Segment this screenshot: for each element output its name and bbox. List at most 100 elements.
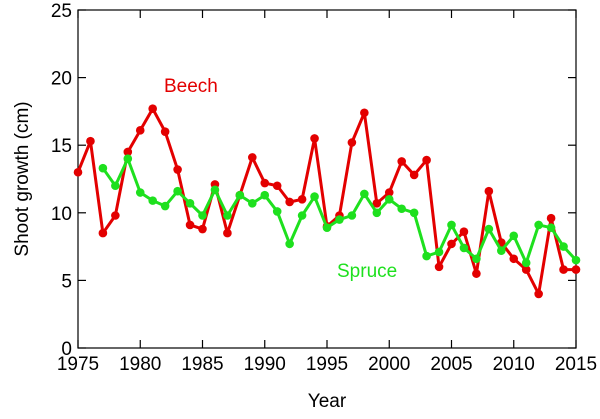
data-point-beech — [111, 211, 120, 220]
data-point-spruce — [148, 196, 157, 205]
data-point-beech — [472, 269, 481, 278]
data-point-beech — [160, 127, 170, 136]
x-axis-title: Year — [308, 391, 347, 412]
data-point-spruce — [297, 211, 307, 220]
data-point-spruce — [372, 208, 382, 218]
data-point-beech — [484, 186, 494, 196]
data-point-beech — [559, 265, 568, 274]
data-point-beech — [409, 170, 419, 180]
data-point-spruce — [384, 194, 394, 204]
data-point-beech — [509, 254, 519, 264]
data-point-spruce — [335, 215, 344, 224]
data-point-spruce — [98, 163, 108, 173]
y-tick-label: 10 — [51, 204, 72, 225]
data-point-spruce — [459, 243, 469, 253]
y-axis-title: Shoot growth (cm) — [12, 101, 33, 256]
y-tick-label: 15 — [51, 136, 72, 157]
data-point-spruce — [472, 254, 481, 264]
data-point-spruce — [310, 192, 319, 201]
data-point-beech — [310, 134, 319, 143]
data-point-beech — [459, 227, 469, 237]
data-point-beech — [434, 262, 444, 272]
y-tick-label: 0 — [61, 339, 72, 360]
data-point-spruce — [497, 246, 506, 255]
y-tick-label: 25 — [51, 1, 72, 22]
data-point-spruce — [447, 220, 456, 230]
data-point-beech — [198, 224, 207, 234]
data-point-spruce — [397, 204, 407, 214]
data-point-beech — [360, 108, 369, 118]
data-point-spruce — [509, 231, 519, 241]
data-point-beech — [422, 155, 431, 165]
data-point-beech — [260, 178, 270, 188]
x-tick-label: 2015 — [555, 354, 597, 375]
x-tick-label: 1995 — [306, 354, 348, 375]
data-point-spruce — [322, 223, 332, 232]
data-point-beech — [185, 220, 195, 230]
data-point-beech — [248, 153, 257, 162]
data-point-beech — [148, 104, 157, 113]
data-point-spruce — [347, 211, 357, 220]
data-point-beech — [272, 181, 282, 191]
data-point-beech — [384, 188, 394, 197]
x-tick-label: 1975 — [57, 354, 99, 375]
data-point-spruce — [422, 251, 431, 261]
data-point-spruce — [260, 190, 270, 200]
data-point-beech — [73, 167, 83, 177]
data-point-spruce — [160, 201, 170, 211]
data-point-beech — [285, 197, 294, 207]
data-point-spruce — [198, 211, 207, 220]
data-point-spruce — [484, 224, 494, 234]
series-spruce — [98, 154, 581, 268]
plot-frame — [77, 9, 577, 349]
data-point-spruce — [571, 255, 581, 265]
data-point-beech — [447, 239, 456, 249]
x-tick-label: 1985 — [181, 354, 223, 375]
data-point-spruce — [534, 220, 543, 230]
data-point-spruce — [223, 211, 232, 220]
data-point-beech — [98, 228, 108, 238]
data-point-spruce — [559, 242, 568, 251]
data-point-beech — [173, 165, 182, 174]
data-point-spruce — [248, 199, 257, 208]
data-point-spruce — [521, 258, 531, 268]
data-point-spruce — [123, 154, 133, 164]
data-point-beech — [534, 289, 543, 299]
data-point-spruce — [111, 181, 120, 191]
data-point-beech — [397, 157, 407, 166]
y-tick-label: 20 — [51, 69, 72, 90]
data-point-beech — [571, 265, 581, 274]
data-point-spruce — [173, 186, 182, 196]
x-tick-label: 2000 — [368, 354, 410, 375]
data-point-spruce — [285, 239, 294, 249]
data-point-beech — [546, 213, 556, 223]
data-point-beech — [86, 136, 95, 146]
data-point-spruce — [185, 199, 195, 208]
data-point-beech — [135, 126, 145, 135]
x-tick-label: 1980 — [119, 354, 161, 375]
data-point-beech — [297, 194, 307, 204]
data-point-spruce — [135, 188, 145, 197]
data-point-beech — [372, 199, 382, 208]
series-label-beech: Beech — [164, 76, 218, 97]
x-tick-label: 1990 — [244, 354, 286, 375]
y-axis-ticks: 0 5 10 15 20 25 — [51, 1, 576, 360]
data-point-beech — [123, 147, 133, 157]
data-point-beech — [347, 138, 357, 147]
data-point-beech — [521, 265, 531, 274]
y-tick-label: 5 — [61, 271, 72, 292]
x-tick-label: 2010 — [493, 354, 535, 375]
data-point-beech — [223, 228, 232, 238]
series-layer — [73, 104, 581, 299]
data-point-spruce — [360, 189, 369, 199]
data-point-spruce — [272, 207, 282, 216]
x-tick-label: 2005 — [430, 354, 472, 375]
data-point-spruce — [434, 247, 444, 257]
data-point-spruce — [235, 190, 245, 200]
data-point-spruce — [546, 223, 556, 232]
x-axis-ticks: 1975 1980 1985 1990 1995 2000 2005 2010 2015 — [57, 10, 597, 375]
series-label-spruce: Spruce — [337, 261, 397, 282]
data-point-spruce — [409, 208, 419, 218]
data-point-spruce — [210, 185, 220, 195]
